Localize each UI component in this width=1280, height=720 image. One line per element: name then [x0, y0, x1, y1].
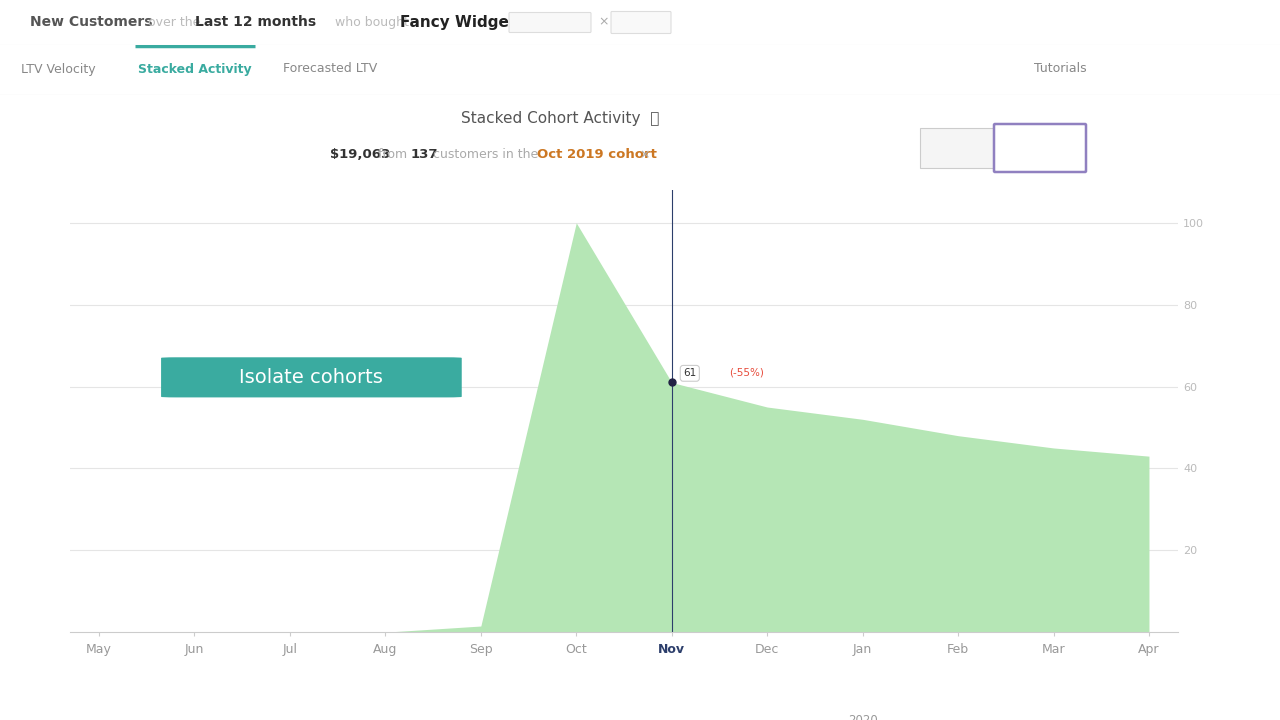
Text: 137: 137 — [411, 148, 438, 161]
Text: $19,063: $19,063 — [330, 148, 390, 161]
Text: (-55%): (-55%) — [730, 367, 764, 377]
Text: ×: × — [598, 15, 608, 28]
Text: Revenue: Revenue — [932, 142, 983, 155]
FancyBboxPatch shape — [161, 357, 462, 397]
Text: + Filter: + Filter — [620, 16, 663, 29]
Text: Stacked Activity: Stacked Activity — [138, 63, 252, 76]
Text: customers in the: customers in the — [429, 148, 543, 161]
Text: Isolate cohorts: Isolate cohorts — [239, 368, 383, 387]
Text: who bought: who bought — [335, 16, 408, 29]
FancyBboxPatch shape — [611, 12, 671, 34]
FancyBboxPatch shape — [509, 12, 591, 32]
Text: ×: × — [632, 148, 650, 161]
Text: 2020: 2020 — [847, 714, 878, 720]
Text: over the: over the — [148, 16, 201, 29]
Text: Oct 2019 cohort: Oct 2019 cohort — [538, 148, 657, 161]
Text: 61: 61 — [684, 369, 696, 378]
Text: Fancy Widget: Fancy Widget — [399, 15, 516, 30]
Text: New Customers: New Customers — [29, 16, 152, 30]
Text: from: from — [374, 148, 411, 161]
Text: Last 12 months: Last 12 months — [195, 16, 316, 30]
Text: first purchase: first purchase — [512, 17, 589, 27]
Text: Customers: Customers — [1005, 142, 1075, 155]
Text: Stacked Cohort Activity  ⓘ: Stacked Cohort Activity ⓘ — [461, 110, 659, 125]
Text: Forecasted LTV: Forecasted LTV — [283, 63, 378, 76]
Bar — [920, 128, 995, 168]
FancyBboxPatch shape — [995, 124, 1085, 172]
Text: LTV Velocity: LTV Velocity — [20, 63, 95, 76]
Text: Tutorials: Tutorials — [1034, 63, 1087, 76]
